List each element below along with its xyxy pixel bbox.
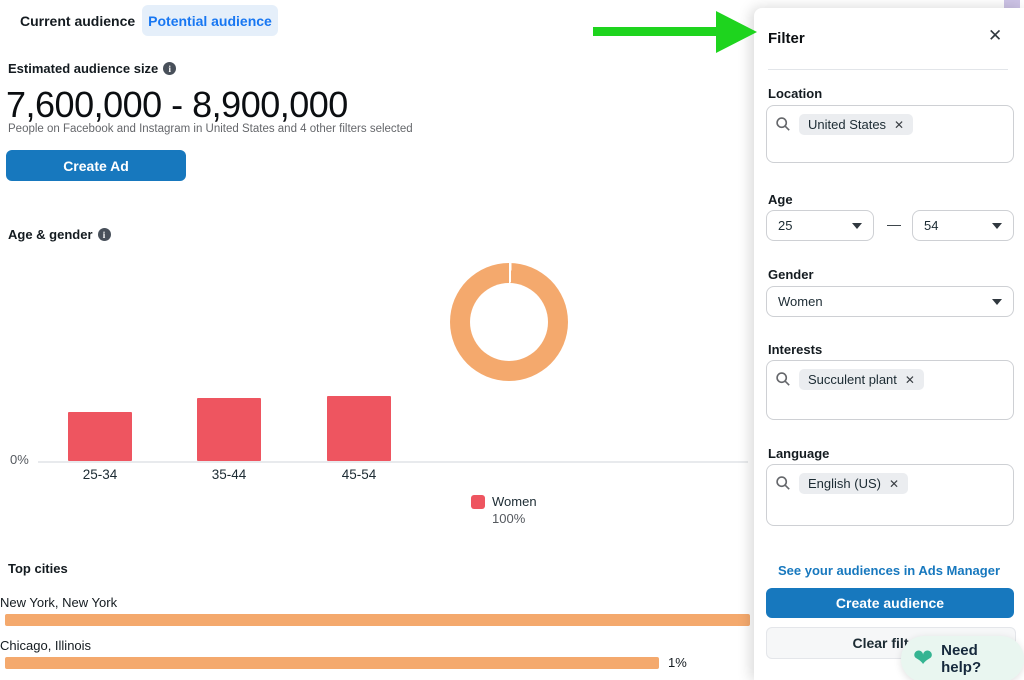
city-value: 1%	[668, 655, 687, 670]
estimated-audience-label: Estimated audience size i	[8, 61, 177, 76]
age-gender-title: Age & gender i	[8, 227, 111, 242]
close-icon[interactable]: ✕	[988, 26, 1003, 45]
tab-potential-audience[interactable]: Potential audience	[142, 5, 278, 36]
ads-manager-link[interactable]: See your audiences in Ads Manager	[777, 563, 1001, 578]
x-axis-line	[38, 461, 748, 463]
bar-25-34	[68, 412, 132, 461]
heart-icon: ❤	[913, 645, 934, 672]
category-label: 35-44	[211, 467, 247, 482]
chevron-down-icon	[852, 222, 862, 229]
chevron-down-icon	[992, 222, 1002, 229]
age-min-select[interactable]: 25	[766, 210, 874, 241]
location-chip[interactable]: United States ✕	[799, 114, 914, 135]
legend-swatch-women	[471, 495, 485, 509]
city-row: New York, New York	[0, 595, 752, 627]
info-icon[interactable]: i	[163, 62, 177, 75]
interests-chip-label: Succulent plant	[808, 372, 897, 387]
filter-panel: Filter ✕ Location United States ✕ Age 25…	[754, 8, 1024, 680]
annotation-arrow	[593, 27, 718, 36]
need-help-label: Need help?	[941, 642, 982, 676]
language-input[interactable]: English (US) ✕	[766, 464, 1014, 526]
interests-label: Interests	[768, 342, 823, 357]
age-max-value: 54	[924, 218, 939, 233]
category-label: 25-34	[82, 467, 118, 482]
audience-size-range: 7,600,000 - 8,900,000	[6, 84, 348, 125]
language-label: Language	[768, 446, 830, 461]
donut-hole	[470, 283, 548, 361]
age-label: Age	[768, 192, 793, 207]
divider	[768, 69, 1008, 70]
gender-value: Women	[778, 294, 823, 309]
need-help-button[interactable]: ❤ Need help?	[901, 636, 1024, 680]
legend-name: Women	[492, 494, 537, 509]
legend-value: 100%	[492, 511, 526, 526]
top-cities-title: Top cities	[8, 561, 68, 576]
age-gender-text: Age & gender	[8, 227, 93, 242]
city-row: Chicago, Illinois 1%	[0, 638, 752, 672]
location-chip-label: United States	[808, 117, 887, 132]
estimated-audience-text: Estimated audience size	[8, 61, 159, 76]
audience-subtitle: People on Facebook and Instagram in Unit…	[8, 123, 413, 135]
location-label: Location	[768, 86, 823, 101]
city-name: New York, New York	[0, 595, 118, 610]
category-label: 45-54	[341, 467, 377, 482]
filter-panel-title: Filter	[768, 30, 805, 47]
city-bar	[5, 614, 750, 626]
remove-chip-icon[interactable]: ✕	[904, 372, 915, 387]
search-icon	[776, 372, 790, 386]
create-audience-button[interactable]: Create audience	[766, 588, 1014, 618]
annotation-arrow-head	[716, 11, 757, 53]
city-name: Chicago, Illinois	[0, 638, 92, 653]
gender-select[interactable]: Women	[766, 286, 1014, 317]
chevron-down-icon	[992, 298, 1002, 305]
age-max-select[interactable]: 54	[912, 210, 1014, 241]
bar-35-44	[197, 398, 261, 461]
background-sliver	[1004, 0, 1020, 9]
age-range-separator: —	[887, 216, 901, 232]
age-min-value: 25	[778, 218, 793, 233]
search-icon	[776, 117, 790, 131]
create-ad-button[interactable]: Create Ad	[6, 150, 186, 181]
interests-input[interactable]: Succulent plant ✕	[766, 360, 1014, 420]
info-icon[interactable]: i	[97, 228, 111, 241]
remove-chip-icon[interactable]: ✕	[894, 117, 905, 132]
interests-chip[interactable]: Succulent plant ✕	[799, 369, 924, 390]
age-gender-bar-chart	[0, 250, 752, 463]
remove-chip-icon[interactable]: ✕	[888, 476, 900, 491]
language-chip-label: English (US)	[808, 476, 881, 491]
language-chip[interactable]: English (US) ✕	[799, 473, 909, 494]
bar-45-54	[327, 396, 391, 461]
location-input[interactable]: United States ✕	[766, 105, 1014, 163]
search-icon	[776, 476, 790, 490]
tab-current-audience[interactable]: Current audience	[20, 13, 136, 29]
gender-label: Gender	[768, 267, 814, 282]
donut-chart	[450, 263, 568, 381]
city-bar	[5, 657, 659, 669]
axis-zero-label: 0%	[10, 452, 29, 467]
